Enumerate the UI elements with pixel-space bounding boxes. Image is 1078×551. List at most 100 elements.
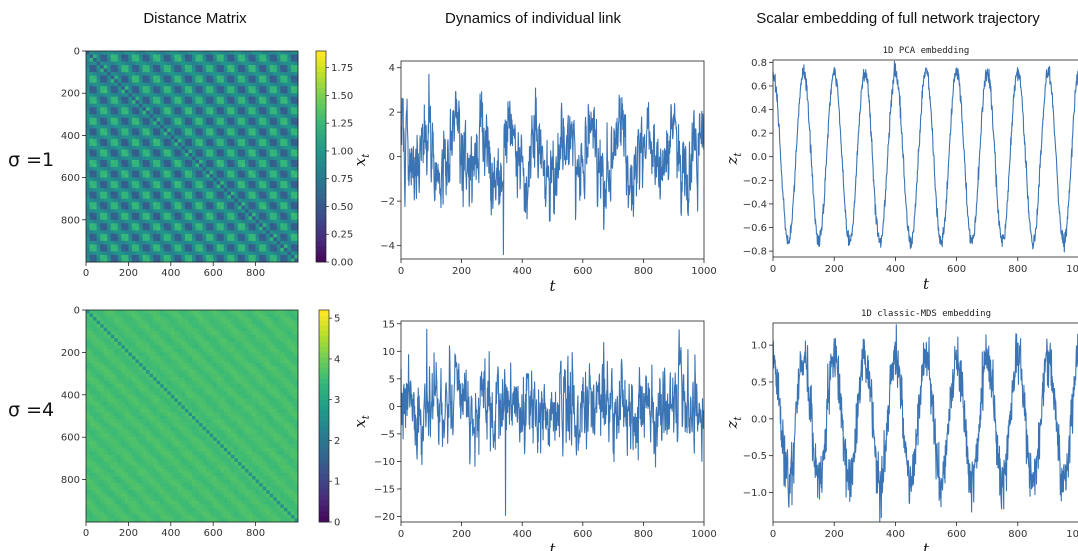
line-plot-emb4: 0 200 400 600 800 1000 −1.0 −0.5 0.0 0.5 1.0 t zt 1D …	[723, 309, 1078, 551]
x-tick-label: 200	[825, 529, 844, 540]
y-tick-label: 800	[61, 475, 80, 486]
x-tick-label: 800	[1008, 529, 1027, 540]
x-tick-label: 200	[119, 528, 138, 539]
line-plot-link4: 0 200 400 600 800 1000 −20 −15 −10 −5 0 5 10 15 t xt	[351, 319, 717, 551]
y-tick-label: 0.4	[751, 105, 767, 116]
x-tick-label: 800	[1008, 264, 1027, 275]
heatmap-frame	[85, 50, 299, 263]
y-tick-label: 200	[61, 89, 80, 100]
x-tick-label: 400	[886, 264, 905, 275]
y-tick-label: 0.0	[751, 414, 767, 425]
x-tick-label: 200	[452, 266, 471, 277]
x-tick-label: 600	[204, 268, 223, 279]
y-axis-label: xt	[351, 153, 372, 166]
x-tick-label: 0	[398, 266, 404, 277]
y-tick-label: −2	[380, 197, 395, 208]
y-tick-label: 400	[61, 131, 80, 142]
colorbar: 0 1 2 3 4 5	[318, 309, 340, 529]
colorbar-tick-label: 0	[334, 518, 340, 529]
colorbar-tick-label: 1	[334, 477, 340, 488]
y-tick-label: −15	[374, 484, 395, 495]
x-tick-label: 600	[947, 264, 966, 275]
column-header-link-dynamics: Dynamics of individual link	[445, 10, 621, 27]
y-tick-label: 400	[61, 390, 80, 401]
colorbar-tick-label: 1.00	[331, 146, 353, 157]
x-tick-label: 0	[770, 264, 776, 275]
y-tick-label: 0	[74, 306, 80, 317]
colorbar-tick-label: 3	[334, 395, 340, 406]
colorbar-tick-label: 2	[334, 436, 340, 447]
x-tick-label: 600	[947, 529, 966, 540]
y-tick-label: 4	[389, 63, 395, 74]
x-tick-label: 600	[204, 528, 223, 539]
x-tick-label: 1000	[1066, 529, 1078, 540]
y-tick-label: 0	[389, 402, 395, 413]
x-tick-label: 600	[573, 266, 592, 277]
row-label-sigma-4: σ =4	[8, 399, 54, 421]
x-tick-label: 400	[886, 529, 905, 540]
colorbar-tick-label: 1.25	[331, 119, 353, 130]
plot-title: 1D classic-MDS embedding	[861, 309, 991, 319]
y-tick-label: −0.2	[743, 176, 767, 187]
distance-matrix-dm4: 0 200 400 600 800 0 200 400 600 800 0 1 2 3 4 5	[61, 306, 340, 540]
y-tick-label: 10	[382, 347, 395, 358]
x-tick-label: 0	[770, 529, 776, 540]
x-tick-label: 1000	[691, 529, 716, 540]
colorbar-tick-label: 5	[334, 314, 340, 325]
y-tick-label: −0.4	[743, 199, 767, 210]
y-tick-label: 15	[382, 319, 395, 330]
x-tick-label: 1000	[1066, 264, 1078, 275]
heatmap-cells	[86, 310, 299, 523]
y-tick-label: 0.0	[751, 152, 767, 163]
series-line	[772, 324, 1078, 523]
column-header-distance-matrix: Distance Matrix	[143, 10, 247, 27]
y-tick-label: 2	[389, 108, 395, 119]
y-axis-label: zt	[723, 152, 744, 166]
x-tick-label: 800	[634, 266, 653, 277]
y-tick-label: −1.0	[743, 488, 767, 499]
y-tick-label: −5	[380, 429, 395, 440]
distance-matrix-dm1: 0 200 400 600 80002004006008000.000.250.500.…	[61, 47, 353, 280]
y-tick-label: 0.6	[751, 81, 767, 92]
series-line	[400, 73, 705, 256]
colorbar-frame	[318, 309, 330, 523]
x-axis-label: t	[923, 275, 930, 293]
colorbar-tick-label: 0.50	[331, 202, 353, 213]
x-axis-label: t	[549, 277, 556, 295]
y-tick-label: 0.8	[751, 58, 767, 69]
x-tick-label: 400	[513, 529, 532, 540]
colorbar-frame	[315, 50, 327, 263]
line-plot-emb1: 0 200 400 600 800 1000 −0.8 −0.6 −0.4 −0.2 0.0 0.2 0…	[723, 46, 1078, 293]
x-tick-label: 0	[398, 529, 404, 540]
y-tick-label: 1.0	[751, 341, 767, 352]
x-tick-label: 400	[161, 528, 180, 539]
colorbar-tick-label: 1.75	[331, 63, 353, 74]
row-label-sigma-1: σ =1	[8, 149, 54, 171]
heatmap-cells	[86, 51, 299, 263]
colorbar-tick-label: 1.50	[331, 91, 353, 102]
x-tick-label: 400	[161, 268, 180, 279]
y-tick-label: 5	[389, 374, 395, 385]
x-tick-label: 800	[246, 528, 265, 539]
y-tick-label: −20	[374, 512, 395, 523]
x-tick-label: 1000	[691, 266, 716, 277]
colorbar: 0.00 0.25 0.50 0.75 1.00 1.25 1.50 1.75	[315, 50, 353, 269]
y-axis-label: zt	[723, 416, 744, 430]
x-tick-label: 0	[83, 528, 89, 539]
heatmap-frame	[85, 309, 299, 523]
plot-frame	[772, 59, 1078, 258]
y-tick-label: 0.2	[751, 129, 767, 140]
x-tick-label: 800	[634, 529, 653, 540]
y-tick-label: 800	[61, 215, 80, 226]
colorbar-tick-label: 0.75	[331, 174, 353, 185]
plot-frame	[400, 320, 705, 523]
y-tick-label: 600	[61, 433, 80, 444]
y-tick-label: 0	[389, 152, 395, 163]
y-tick-label: −0.6	[743, 223, 767, 234]
x-tick-label: 800	[246, 268, 265, 279]
y-tick-label: −0.8	[743, 247, 767, 258]
plot-frame	[772, 322, 1078, 523]
y-tick-label: 0.5	[751, 377, 767, 388]
colorbar-tick-label: 4	[334, 354, 340, 365]
x-tick-label: 0	[83, 268, 89, 279]
